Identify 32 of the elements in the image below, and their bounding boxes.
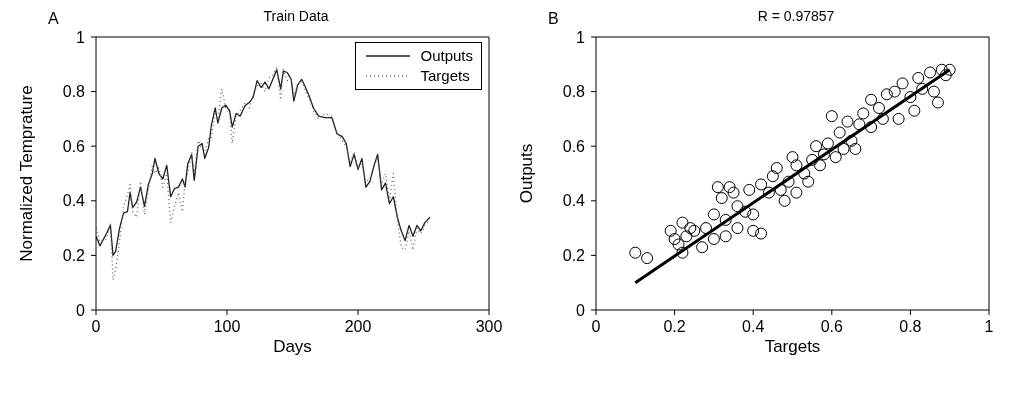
y-tick-label: 0.8 [562, 83, 586, 101]
x-tick-label: 200 [344, 318, 372, 336]
y-axis-title: Outputs [517, 143, 537, 204]
x-tick-label: 0 [591, 318, 601, 336]
legend-label: Outputs [420, 46, 473, 66]
y-tick-label: 0.6 [62, 137, 86, 155]
x-tick-label: 0.2 [663, 318, 686, 336]
x-tick-label: 1 [984, 318, 994, 336]
y-tick-label: 0.4 [62, 192, 86, 210]
chart-title: R = 0.97857 [757, 8, 835, 24]
chart-title: Train Data [263, 8, 329, 24]
x-tick-label: 0.4 [742, 318, 765, 336]
y-tick-label: 1 [76, 28, 86, 46]
y-tick-label: 1 [576, 28, 586, 46]
y-tick-label: 0.6 [562, 137, 586, 155]
y-axis-title: Normalized Temprature [17, 85, 37, 262]
y-tick-label: 0.8 [62, 83, 86, 101]
x-tick-label: 100 [213, 318, 241, 336]
x-tick-label: 300 [475, 318, 503, 336]
y-tick-label: 0.2 [62, 247, 86, 265]
y-tick-label: 0.2 [562, 247, 586, 265]
y-tick-label: 0 [576, 301, 586, 319]
text: B [548, 10, 559, 28]
y-tick-label: 0 [76, 301, 86, 319]
x-tick-label: 0 [91, 318, 101, 336]
y-tick-label: 0.4 [562, 192, 586, 210]
x-tick-label: 0.6 [820, 318, 844, 336]
x-tick-label: 0.8 [899, 318, 922, 336]
x-axis-title: Days [273, 337, 312, 356]
x-axis-title: Targets [764, 337, 821, 356]
text: A [48, 10, 59, 28]
legend-label: Targets [420, 66, 470, 86]
